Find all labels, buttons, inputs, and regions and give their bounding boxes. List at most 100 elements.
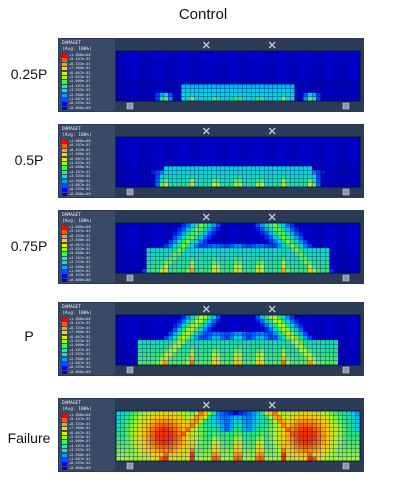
mesh-element — [281, 431, 287, 437]
legend-value: +5.833e-01 — [69, 161, 91, 165]
mesh-element — [264, 419, 269, 424]
mesh-element — [163, 63, 169, 68]
mesh-element — [329, 323, 335, 328]
mesh-element — [250, 84, 256, 89]
mesh-element — [346, 80, 352, 85]
mesh-element — [351, 231, 356, 236]
mesh-element — [168, 174, 173, 179]
mesh-element — [316, 67, 321, 73]
mesh-element — [355, 84, 361, 89]
mesh-element — [146, 174, 152, 179]
mesh-element — [272, 88, 278, 93]
mesh-element — [316, 440, 321, 445]
mesh-element — [255, 141, 260, 146]
mesh-element — [211, 50, 217, 56]
mesh-element — [342, 50, 348, 56]
mesh-element — [229, 252, 234, 257]
mesh-element — [137, 170, 143, 175]
mesh-element — [325, 55, 330, 60]
mesh-element — [298, 136, 304, 142]
mesh-element — [294, 440, 300, 445]
mesh-element — [264, 182, 269, 188]
mesh-element — [342, 243, 348, 249]
mesh-element — [320, 145, 326, 150]
mesh-element — [211, 452, 217, 458]
legend-value: +3.333e-01 — [69, 352, 91, 357]
mesh-element — [277, 55, 282, 60]
mesh-element — [115, 239, 121, 245]
mesh-element — [128, 174, 134, 179]
mesh-element — [211, 96, 217, 102]
mesh-element — [320, 243, 326, 249]
mesh-element — [311, 222, 317, 228]
mesh-element — [250, 161, 256, 167]
mesh-element — [198, 63, 204, 68]
mesh-element — [185, 178, 191, 184]
mesh-element — [342, 80, 348, 85]
mesh-element — [346, 136, 352, 142]
mesh-element — [220, 256, 226, 261]
mesh-element — [185, 239, 191, 245]
mesh-element — [320, 314, 326, 320]
mesh-element — [176, 157, 182, 163]
mesh-element — [342, 448, 348, 453]
mesh-element — [120, 161, 125, 167]
mesh-element — [120, 222, 125, 228]
mesh-element — [163, 252, 169, 257]
mesh-element — [211, 331, 217, 337]
mesh-element — [211, 166, 217, 171]
mesh-element — [355, 252, 361, 257]
mesh-element — [338, 96, 343, 102]
mesh-element — [329, 415, 335, 420]
mesh-element — [146, 235, 152, 240]
mesh-element — [329, 88, 335, 93]
mesh-element — [146, 178, 152, 184]
mesh-element — [198, 448, 204, 453]
mesh-element — [351, 222, 356, 228]
mesh-element — [264, 440, 269, 445]
mesh-element — [338, 161, 343, 167]
mesh-element — [333, 360, 339, 366]
mesh-element — [338, 448, 343, 453]
mesh-element — [285, 63, 291, 68]
legend-swatch — [62, 357, 67, 361]
mesh-element — [316, 63, 321, 68]
mesh-element — [185, 55, 191, 60]
mesh-element — [246, 59, 252, 64]
mesh-element — [320, 141, 326, 146]
mesh-element — [115, 314, 121, 320]
mesh-element — [198, 456, 204, 462]
mesh-element — [246, 149, 252, 154]
mesh-element — [233, 323, 239, 328]
mesh-element — [303, 339, 308, 345]
mesh-element — [281, 227, 287, 232]
mesh-element — [294, 80, 300, 85]
mesh-element — [189, 260, 195, 265]
mesh-element — [120, 440, 125, 445]
mesh-element — [264, 431, 269, 437]
mesh-element — [168, 339, 173, 345]
mesh-element — [351, 423, 356, 428]
mesh-element — [277, 182, 282, 188]
mesh-element — [285, 149, 291, 154]
mesh-element — [346, 335, 352, 341]
mesh-element — [325, 80, 330, 85]
mesh-element — [281, 161, 287, 167]
mesh-element — [242, 427, 247, 433]
mesh-element — [325, 348, 330, 353]
mesh-element — [224, 145, 230, 150]
mesh-element — [311, 145, 317, 150]
mesh-element — [203, 456, 208, 462]
mesh-element — [198, 153, 204, 159]
mesh-element — [298, 431, 304, 437]
contour-legend: DAMAGET (Avg: 100%) +1.000e+00 +9.167e-01 +8… — [59, 303, 115, 375]
mesh-element — [220, 339, 226, 345]
mesh-element — [220, 456, 226, 462]
mesh-element — [351, 331, 356, 337]
mesh-element — [338, 170, 343, 175]
mesh-element — [246, 356, 252, 362]
mesh-element — [124, 339, 130, 345]
mesh-element — [220, 427, 226, 433]
mesh-element — [115, 419, 121, 424]
mesh-element — [133, 88, 138, 93]
